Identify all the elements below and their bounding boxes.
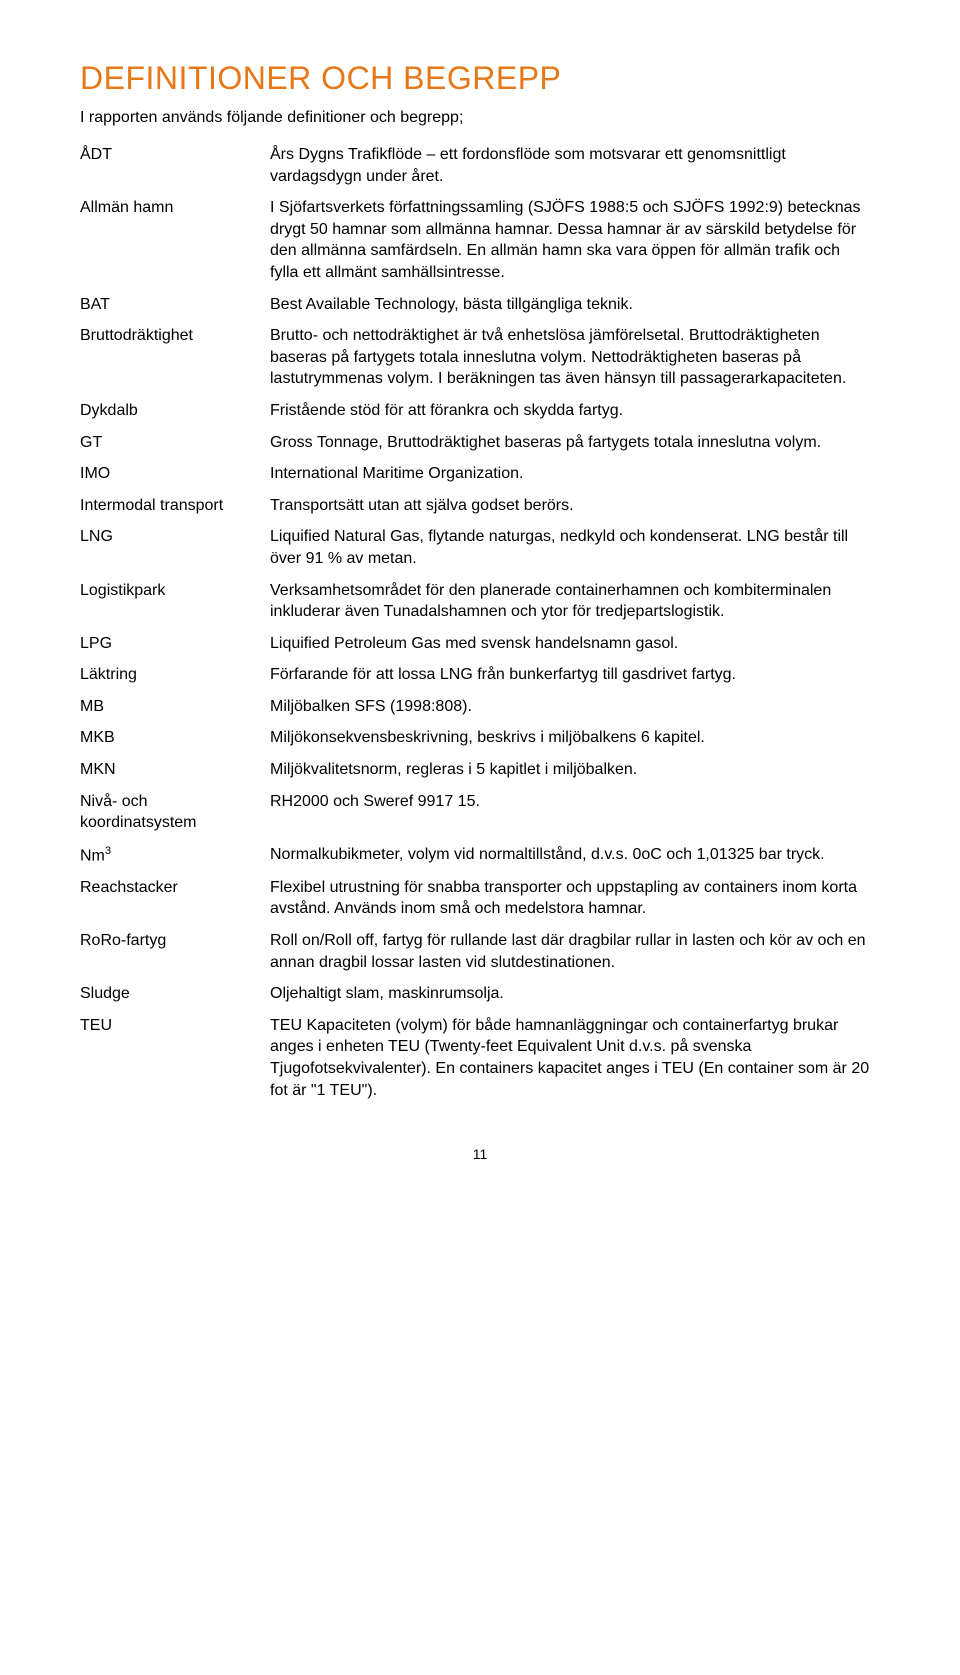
definition-cell: Brutto- och nettodräktighet är två enhet…: [270, 320, 880, 395]
table-row: BruttodräktighetBrutto- och nettodräktig…: [80, 320, 880, 395]
table-row: ReachstackerFlexibel utrustning för snab…: [80, 872, 880, 925]
table-row: Allmän hamnI Sjöfartsverkets författning…: [80, 192, 880, 288]
page-heading: DEFINITIONER OCH BEGREPP: [80, 60, 880, 97]
definition-cell: Års Dygns Trafikflöde – ett fordonsflöde…: [270, 139, 880, 192]
table-row: IMOInternational Maritime Organization.: [80, 458, 880, 490]
table-row: Nivå- och koordinatsystemRH2000 och Swer…: [80, 786, 880, 839]
table-row: SludgeOljehaltigt slam, maskinrumsolja.: [80, 978, 880, 1010]
table-row: MKBMiljökonsekvensbeskrivning, beskrivs …: [80, 722, 880, 754]
definition-cell: Oljehaltigt slam, maskinrumsolja.: [270, 978, 880, 1010]
table-row: ÅDTÅrs Dygns Trafikflöde – ett fordonsfl…: [80, 139, 880, 192]
definition-cell: Flexibel utrustning för snabba transport…: [270, 872, 880, 925]
table-row: DykdalbFristående stöd för att förankra …: [80, 395, 880, 427]
definition-cell: International Maritime Organization.: [270, 458, 880, 490]
intro-text: I rapporten används följande definitione…: [80, 109, 880, 127]
term-cell: MKB: [80, 722, 270, 754]
term-cell: Läktring: [80, 659, 270, 691]
table-row: MKNMiljökvalitetsnorm, regleras i 5 kapi…: [80, 754, 880, 786]
definition-cell: TEU Kapaciteten (volym) för både hamnanl…: [270, 1010, 880, 1106]
table-row: GTGross Tonnage, Bruttodräktighet basera…: [80, 427, 880, 459]
term-superscript: 3: [105, 845, 111, 857]
definition-cell: Förfarande för att lossa LNG från bunker…: [270, 659, 880, 691]
term-cell: Bruttodräktighet: [80, 320, 270, 395]
table-row: LPGLiquified Petroleum Gas med svensk ha…: [80, 628, 880, 660]
page-number: 11: [80, 1146, 880, 1162]
definition-cell: Miljöbalken SFS (1998:808).: [270, 691, 880, 723]
term-cell: MKN: [80, 754, 270, 786]
definition-cell: Miljökonsekvensbeskrivning, beskrivs i m…: [270, 722, 880, 754]
definition-cell: Normalkubikmeter, volym vid normaltillst…: [270, 839, 880, 872]
table-row: TEUTEU Kapaciteten (volym) för både hamn…: [80, 1010, 880, 1106]
table-row: LäktringFörfarande för att lossa LNG frå…: [80, 659, 880, 691]
table-row: MBMiljöbalken SFS (1998:808).: [80, 691, 880, 723]
table-row: LogistikparkVerksamhetsområdet för den p…: [80, 575, 880, 628]
table-row: Intermodal transportTransportsätt utan a…: [80, 490, 880, 522]
definition-cell: Roll on/Roll off, fartyg för rullande la…: [270, 925, 880, 978]
definitions-table: ÅDTÅrs Dygns Trafikflöde – ett fordonsfl…: [80, 139, 880, 1106]
table-row: Nm3Normalkubikmeter, volym vid normaltil…: [80, 839, 880, 872]
term-cell: ÅDT: [80, 139, 270, 192]
term-cell: Intermodal transport: [80, 490, 270, 522]
term-cell: RoRo-fartyg: [80, 925, 270, 978]
term-cell: IMO: [80, 458, 270, 490]
term-cell: LNG: [80, 521, 270, 574]
term-cell: TEU: [80, 1010, 270, 1106]
document-page: DEFINITIONER OCH BEGREPP I rapporten anv…: [0, 0, 960, 1202]
term-cell: Nivå- och koordinatsystem: [80, 786, 270, 839]
term-cell: MB: [80, 691, 270, 723]
definition-cell: Miljökvalitetsnorm, regleras i 5 kapitle…: [270, 754, 880, 786]
term-cell: Dykdalb: [80, 395, 270, 427]
term-cell: Sludge: [80, 978, 270, 1010]
definition-cell: Liquified Petroleum Gas med svensk hande…: [270, 628, 880, 660]
definition-cell: Liquified Natural Gas, flytande naturgas…: [270, 521, 880, 574]
table-row: LNGLiquified Natural Gas, flytande natur…: [80, 521, 880, 574]
table-row: RoRo-fartygRoll on/Roll off, fartyg för …: [80, 925, 880, 978]
definition-cell: Best Available Technology, bästa tillgän…: [270, 289, 880, 321]
definition-cell: Verksamhetsområdet för den planerade con…: [270, 575, 880, 628]
definition-cell: Transportsätt utan att själva godset ber…: [270, 490, 880, 522]
definition-cell: RH2000 och Sweref 9917 15.: [270, 786, 880, 839]
term-cell: Nm3: [80, 839, 270, 872]
term-cell: Logistikpark: [80, 575, 270, 628]
definition-cell: Fristående stöd för att förankra och sky…: [270, 395, 880, 427]
table-row: BATBest Available Technology, bästa till…: [80, 289, 880, 321]
definition-cell: Gross Tonnage, Bruttodräktighet baseras …: [270, 427, 880, 459]
term-cell: BAT: [80, 289, 270, 321]
term-cell: LPG: [80, 628, 270, 660]
term-cell: Reachstacker: [80, 872, 270, 925]
term-cell: Allmän hamn: [80, 192, 270, 288]
term-cell: GT: [80, 427, 270, 459]
definition-cell: I Sjöfartsverkets författningssamling (S…: [270, 192, 880, 288]
